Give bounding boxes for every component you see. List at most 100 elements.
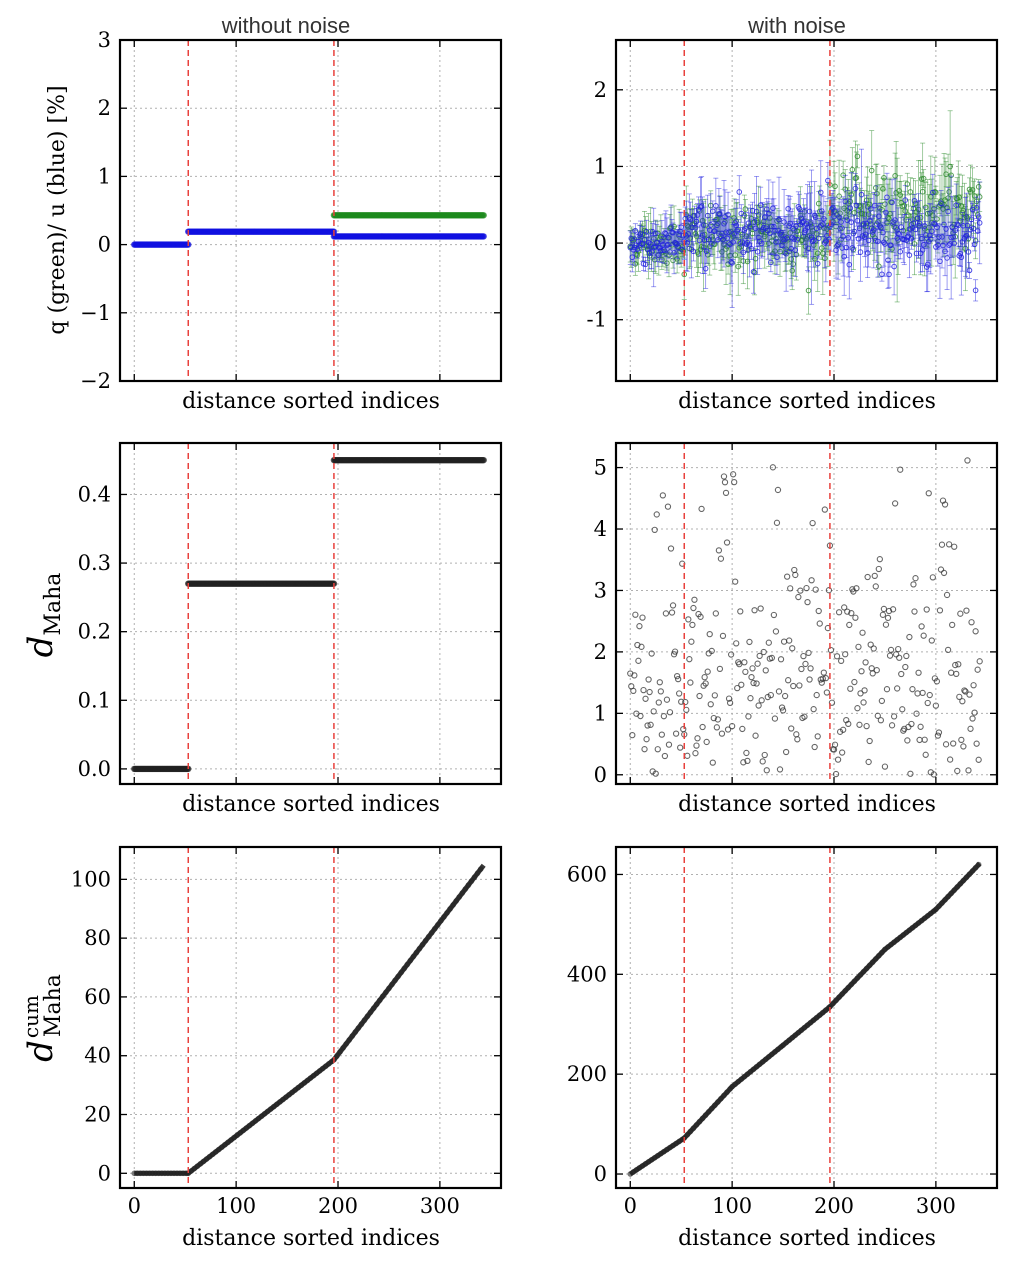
data-point xyxy=(480,212,487,219)
data-point xyxy=(790,682,797,690)
y-tick-label: 0 xyxy=(594,1162,607,1186)
data-point xyxy=(713,202,719,209)
data-point xyxy=(748,245,755,252)
data-point xyxy=(791,566,798,574)
data-point xyxy=(940,569,948,577)
data-point xyxy=(743,749,750,757)
data-point xyxy=(692,225,699,231)
data-point xyxy=(337,1049,343,1055)
data-point xyxy=(694,212,701,218)
data-point xyxy=(717,555,725,562)
data-point xyxy=(946,756,954,763)
data-point xyxy=(720,473,728,480)
data-point xyxy=(808,577,815,584)
y-tick-label: 3 xyxy=(594,578,607,602)
data-point xyxy=(962,234,969,240)
data-point xyxy=(855,643,862,651)
data-point xyxy=(758,697,765,704)
data-point xyxy=(812,586,819,593)
data-point xyxy=(778,704,786,711)
data-point xyxy=(828,699,836,706)
data-point xyxy=(906,633,913,641)
data-point xyxy=(882,621,890,628)
data-point xyxy=(832,183,838,190)
data-point xyxy=(852,185,859,192)
data-point xyxy=(725,695,733,702)
data-point xyxy=(973,740,980,747)
data-point xyxy=(404,961,411,968)
y-tick-label: 5 xyxy=(594,456,607,480)
data-point xyxy=(904,181,911,187)
data-point xyxy=(640,686,647,694)
data-point xyxy=(883,686,891,693)
data-point xyxy=(703,738,710,746)
data-point xyxy=(866,737,873,745)
data-point xyxy=(742,206,749,212)
data-point xyxy=(811,743,818,751)
data-point xyxy=(937,566,945,573)
data-point xyxy=(928,637,935,644)
data-point xyxy=(967,226,974,233)
data-point xyxy=(719,632,727,640)
data-point xyxy=(789,267,796,274)
x-axis-label: distance sorted indices xyxy=(182,1226,440,1251)
data-point xyxy=(659,492,667,499)
data-point xyxy=(741,659,748,666)
data-point xyxy=(643,228,650,235)
data-point xyxy=(648,650,655,657)
data-point xyxy=(834,756,842,763)
x-tick-label: 300 xyxy=(916,1194,956,1218)
y-tick-label: 600 xyxy=(567,862,607,886)
data-point xyxy=(899,706,906,713)
data-point xyxy=(657,688,664,695)
data-point xyxy=(649,228,656,235)
data-point xyxy=(699,723,706,731)
data-point xyxy=(792,571,799,579)
data-point xyxy=(685,616,692,623)
data-point xyxy=(422,937,429,944)
y-tick-label: −2 xyxy=(80,369,111,393)
data-point xyxy=(813,691,820,699)
data-layer xyxy=(627,110,983,315)
data-point xyxy=(696,237,703,244)
data-point xyxy=(718,730,726,737)
data-point xyxy=(340,1045,346,1051)
data-point xyxy=(886,271,892,278)
data-point xyxy=(807,219,814,225)
data-point xyxy=(783,250,789,257)
data-point xyxy=(930,189,936,196)
data-point xyxy=(647,721,654,728)
data-point xyxy=(419,941,426,948)
data-point xyxy=(909,686,916,693)
data-point xyxy=(793,731,800,738)
x-axis-label: distance sorted indices xyxy=(182,389,440,414)
data-point xyxy=(380,993,386,1000)
data-point xyxy=(860,699,867,706)
data-point xyxy=(844,608,851,615)
data-point xyxy=(943,591,951,599)
data-point xyxy=(971,709,978,716)
data-point xyxy=(477,866,484,872)
data-point xyxy=(942,741,950,748)
data-point xyxy=(945,208,951,215)
data-point xyxy=(966,691,973,698)
data-point xyxy=(728,722,736,730)
data-point xyxy=(955,222,962,229)
data-point xyxy=(361,1017,368,1023)
data-point xyxy=(930,771,937,778)
data-point xyxy=(389,981,395,988)
data-point xyxy=(912,575,919,582)
data-point xyxy=(858,191,865,198)
data-point xyxy=(933,678,941,685)
data-point xyxy=(845,720,852,728)
data-point xyxy=(821,506,828,513)
data-point xyxy=(969,715,976,722)
data-point xyxy=(906,252,913,258)
data-point xyxy=(975,184,982,190)
data-point xyxy=(951,543,958,550)
data-point xyxy=(691,596,698,603)
data-point xyxy=(974,666,981,673)
data-point xyxy=(884,194,890,201)
data-point xyxy=(370,1005,377,1012)
data-point xyxy=(766,210,772,217)
